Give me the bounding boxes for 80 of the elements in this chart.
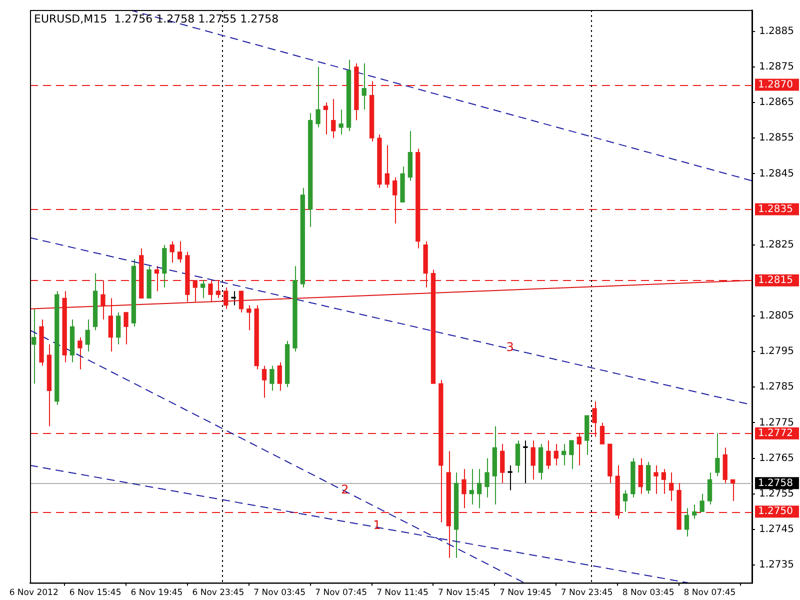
candlestick [246, 304, 252, 331]
x-tick-label: 6 Nov 15:45 [69, 588, 122, 598]
candlestick [108, 298, 113, 352]
candlestick [684, 508, 690, 538]
x-tick-label: 8 Nov 03:45 [622, 588, 674, 598]
y-tick-label: 1.2805 [759, 310, 794, 322]
candlestick [262, 365, 267, 398]
candlestick [224, 287, 228, 310]
candlestick [730, 479, 736, 502]
annotation: 3 [506, 340, 514, 354]
candlestick [546, 440, 551, 470]
x-tick-label: 7 Nov 15:45 [438, 588, 490, 598]
y-tick-label: 1.2775 [759, 417, 794, 428]
y-tick-label: 1.2735 [759, 560, 794, 571]
candlestick [85, 319, 90, 352]
x-tick-label: 6 Nov 2012 [9, 588, 58, 598]
ref-line-label: 1.2870 [758, 79, 793, 90]
y-tick-label: 1.2855 [759, 132, 794, 144]
candlestick [323, 102, 328, 136]
candlestick [500, 444, 505, 484]
chart-title: EURUSD,M15 1.2756 1.2758 1.2755 1.2758 [34, 12, 279, 26]
x-tick-label: 8 Nov 07:45 [684, 588, 736, 598]
ref-line-label: 1.2758 [758, 478, 793, 489]
candlestick [715, 432, 720, 477]
candlestick [270, 365, 274, 392]
candlestick [32, 308, 36, 384]
candlestick [238, 290, 244, 313]
candlestick [661, 468, 666, 494]
candlestick [177, 240, 182, 264]
candlestick [561, 444, 566, 466]
candlestick [484, 458, 490, 498]
candlestick [170, 240, 174, 264]
candlestick [569, 440, 574, 470]
y-tick-label: 1.2865 [759, 97, 794, 108]
candlestick [622, 490, 628, 512]
ref-line-label: 1.2815 [758, 274, 793, 286]
candlestick [116, 312, 121, 345]
x-tick-label: 6 Nov 23:45 [192, 588, 244, 598]
x-tick-label: 7 Nov 23:45 [560, 588, 613, 598]
candlestick [554, 444, 558, 466]
candlestick [338, 109, 344, 136]
candlestick [700, 493, 704, 512]
x-tick-label: 7 Nov 19:45 [499, 588, 552, 598]
x-tick-label: 6 Nov 19:45 [130, 588, 183, 598]
candlestick [277, 362, 282, 392]
candlestick [200, 280, 206, 299]
candlestick [654, 464, 658, 494]
x-tick-label: 7 Nov 07:45 [315, 588, 368, 598]
y-tick-label: 1.2755 [759, 488, 794, 500]
ref-line-label: 1.2772 [758, 428, 793, 439]
candlestick [78, 336, 82, 370]
y-tick-label: 1.2795 [759, 346, 794, 358]
candlestick [331, 98, 336, 139]
candlestick [231, 290, 236, 306]
candlestick [692, 504, 697, 520]
candlestick [124, 312, 128, 345]
candlestick [154, 266, 160, 292]
y-tick-label: 1.2745 [759, 524, 794, 536]
candlestick [362, 62, 366, 110]
candlestick [316, 66, 320, 128]
candlestick [508, 464, 512, 491]
candlestick [469, 468, 474, 506]
candlestick [707, 472, 712, 506]
ref-line-label: 1.2750 [758, 506, 793, 518]
candlestick [384, 144, 390, 188]
candlestick [638, 458, 643, 494]
y-tick-label: 1.2875 [759, 62, 794, 73]
candlestick [462, 468, 466, 509]
candlestick [477, 468, 482, 509]
y-tick-label: 1.2885 [759, 26, 794, 37]
candlestick [530, 440, 536, 480]
y-tick-label: 1.2825 [759, 239, 794, 250]
x-tick-label: 7 Nov 11:45 [376, 588, 428, 598]
y-tick-label: 1.2845 [759, 168, 794, 180]
candlestick [669, 472, 674, 502]
candlestick [515, 440, 520, 474]
y-tick-label: 1.2765 [759, 452, 794, 464]
x-tick-label: 7 Nov 03:45 [254, 588, 306, 598]
y-tick-label: 1.2785 [759, 382, 794, 393]
ref-line-label: 1.2835 [758, 204, 793, 215]
